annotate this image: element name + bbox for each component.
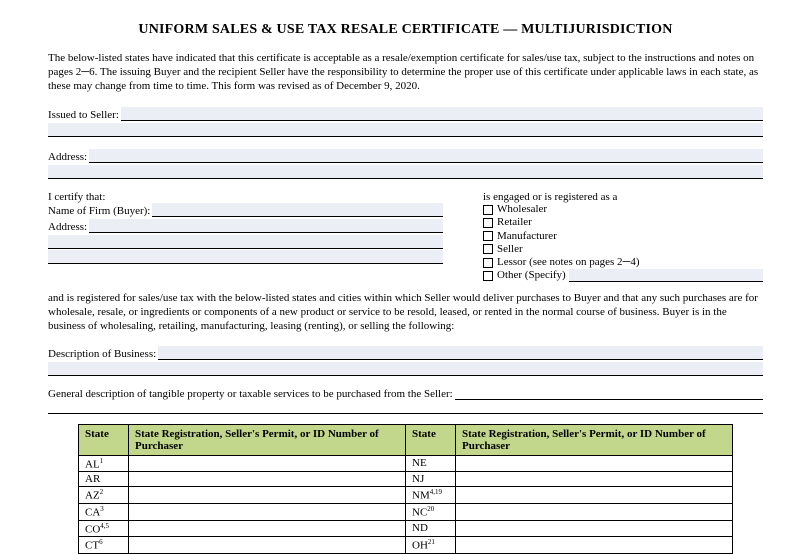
table-row: CA3 NC20: [79, 503, 733, 520]
state-cell: AR: [79, 472, 129, 487]
certify-label: I certify that:: [48, 191, 443, 203]
registered-para: and is registered for sales/use tax with…: [48, 292, 763, 333]
desc-input[interactable]: [158, 346, 763, 360]
state-table: State State Registration, Seller's Permi…: [78, 424, 733, 554]
reg-input-cell[interactable]: [456, 537, 733, 554]
reg-input-cell[interactable]: [456, 520, 733, 537]
address-line2[interactable]: [48, 165, 763, 179]
state-cell: ND: [406, 520, 456, 537]
buyer-block: I certify that: Name of Firm (Buyer): Ad…: [48, 191, 443, 282]
label-manufacturer: Manufacturer: [497, 230, 557, 243]
state-cell: OH21: [406, 537, 456, 554]
th-reg-right: State Registration, Seller's Permit, or …: [456, 424, 733, 455]
reg-input-cell[interactable]: [129, 472, 406, 487]
th-reg-left: State Registration, Seller's Permit, or …: [129, 424, 406, 455]
state-cell: AL1: [79, 455, 129, 472]
state-cell: CA3: [79, 503, 129, 520]
reg-input-cell[interactable]: [129, 455, 406, 472]
checkbox-other[interactable]: [483, 271, 493, 281]
reg-input-cell[interactable]: [456, 455, 733, 472]
address-label: Address:: [48, 151, 89, 163]
engaged-label: is engaged or is registered as a: [483, 191, 763, 203]
reg-input-cell[interactable]: [456, 503, 733, 520]
state-cell: NJ: [406, 472, 456, 487]
reg-input-cell[interactable]: [129, 503, 406, 520]
general-desc-line2[interactable]: [48, 402, 763, 414]
label-seller: Seller: [497, 243, 523, 256]
label-retailer: Retailer: [497, 216, 532, 229]
reg-input-cell[interactable]: [129, 537, 406, 554]
state-cell: AZ2: [79, 487, 129, 504]
label-wholesaler: Wholesaler: [497, 203, 547, 216]
intro-text: The below-listed states have indicated t…: [48, 52, 763, 93]
state-cell: NE: [406, 455, 456, 472]
issued-to-line2[interactable]: [48, 123, 763, 137]
engaged-block: is engaged or is registered as a Wholesa…: [483, 191, 763, 282]
address-row: Address:: [48, 149, 763, 163]
checkbox-lessor[interactable]: [483, 258, 493, 268]
form-title: UNIFORM SALES & USE TAX RESALE CERTIFICA…: [48, 22, 763, 38]
th-state-left: State: [79, 424, 129, 455]
label-other: Other (Specify): [497, 269, 566, 282]
firm-input[interactable]: [152, 203, 443, 217]
checkbox-wholesaler[interactable]: [483, 205, 493, 215]
buyer-address-line3[interactable]: [48, 250, 443, 264]
table-row: AZ2 NM4,19: [79, 487, 733, 504]
buyer-address-input[interactable]: [89, 219, 443, 233]
table-row: AR NJ: [79, 472, 733, 487]
desc-label: Description of Business:: [48, 348, 158, 360]
state-cell: NM4,19: [406, 487, 456, 504]
table-row: CT6 OH21: [79, 537, 733, 554]
checkbox-retailer[interactable]: [483, 218, 493, 228]
issued-to-label: Issued to Seller:: [48, 109, 121, 121]
general-desc-label: General description of tangible property…: [48, 388, 455, 400]
other-input[interactable]: [569, 269, 763, 282]
state-cell: CO4,5: [79, 520, 129, 537]
address-input[interactable]: [89, 149, 763, 163]
reg-input-cell[interactable]: [456, 487, 733, 504]
reg-input-cell[interactable]: [129, 487, 406, 504]
reg-input-cell[interactable]: [456, 472, 733, 487]
state-cell: CT6: [79, 537, 129, 554]
table-row: AL1 NE: [79, 455, 733, 472]
reg-input-cell[interactable]: [129, 520, 406, 537]
issued-to-row: Issued to Seller:: [48, 107, 763, 121]
buyer-address-line2[interactable]: [48, 235, 443, 249]
issued-to-input[interactable]: [121, 107, 763, 121]
firm-label: Name of Firm (Buyer):: [48, 205, 152, 217]
th-state-right: State: [406, 424, 456, 455]
general-desc-input[interactable]: [455, 388, 763, 400]
table-row: CO4,5 ND: [79, 520, 733, 537]
state-cell: NC20: [406, 503, 456, 520]
buyer-address-label: Address:: [48, 221, 89, 233]
label-lessor: Lessor (see notes on pages 2─4): [497, 256, 640, 269]
checkbox-seller[interactable]: [483, 244, 493, 254]
desc-line2[interactable]: [48, 362, 763, 376]
checkbox-manufacturer[interactable]: [483, 231, 493, 241]
